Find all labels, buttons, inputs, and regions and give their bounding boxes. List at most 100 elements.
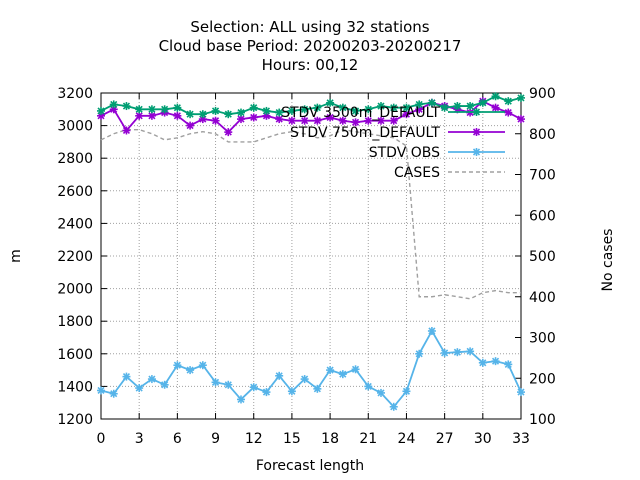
data-point-stdv-obs xyxy=(97,386,105,395)
data-point-stdv-obs xyxy=(326,366,335,375)
y-tick-label: 2600 xyxy=(57,184,93,200)
data-point-stdv-750m-default xyxy=(491,103,500,112)
data-point-stdv-3500m-default xyxy=(97,106,105,115)
data-point-stdv-3500m-default xyxy=(313,103,322,112)
data-point-stdv-3500m-default xyxy=(364,105,373,114)
data-point-stdv-obs xyxy=(122,372,131,381)
data-point-stdv-3500m-default xyxy=(427,98,436,107)
x-tick-label: 33 xyxy=(512,431,530,447)
chart-title: Selection: ALL using 32 stations Cloud b… xyxy=(159,18,462,74)
data-point-stdv-obs xyxy=(198,361,207,370)
data-point-stdv-3500m-default xyxy=(326,98,335,107)
grid-lines xyxy=(101,93,521,419)
data-point-stdv-750m-default xyxy=(517,115,525,124)
series-stdv-3500m-default xyxy=(97,92,525,119)
data-point-stdv-3500m-default xyxy=(389,103,398,112)
x-tick-label: 21 xyxy=(359,431,377,447)
data-point-stdv-obs xyxy=(415,349,424,358)
series-line-stdv-3500m-default xyxy=(100,95,522,116)
legend-entry-stdv-obs: STDV OBS xyxy=(369,145,505,161)
data-point-stdv-3500m-default xyxy=(453,102,462,111)
data-point-stdv-3500m-default xyxy=(338,103,347,112)
y2-tick-label: 600 xyxy=(529,208,556,224)
data-point-stdv-750m-default xyxy=(122,126,131,135)
x-tick-label: 15 xyxy=(283,431,301,447)
data-point-stdv-3500m-default xyxy=(211,106,220,115)
data-point-stdv-3500m-default xyxy=(262,106,271,115)
data-point-stdv-obs xyxy=(466,347,475,356)
data-point-stdv-3500m-default xyxy=(237,108,245,117)
data-point-stdv-3500m-default xyxy=(351,106,360,115)
data-point-stdv-3500m-default xyxy=(224,110,233,119)
data-point-stdv-obs xyxy=(300,375,309,384)
data-point-stdv-obs xyxy=(504,360,513,369)
y-tick-label: 2400 xyxy=(57,216,93,232)
y-tick-label: 3200 xyxy=(57,86,93,102)
data-point-stdv-750m-default xyxy=(249,113,258,122)
series-stdv-obs xyxy=(97,326,525,411)
x-tick-label: 0 xyxy=(97,431,106,447)
x-tick-label: 3 xyxy=(135,431,144,447)
legend-label: CASES xyxy=(394,165,440,181)
legend-marker xyxy=(472,128,481,136)
y2-tick-label: 200 xyxy=(529,371,556,387)
data-point-stdv-obs xyxy=(135,384,144,393)
legend-label: STDV 3500m_DEFAULT xyxy=(281,105,440,121)
data-point-stdv-750m-default xyxy=(377,116,385,125)
data-point-stdv-obs xyxy=(351,365,360,374)
legend-label: STDV OBS xyxy=(369,145,440,161)
data-point-stdv-3500m-default xyxy=(402,103,411,112)
data-point-stdv-obs xyxy=(402,387,411,396)
data-point-stdv-750m-default xyxy=(224,128,233,137)
axis-ticks: 0 3 6 9 12 15 18 21 24 27 30 33 1200 1400 1600 1800 2000… xyxy=(57,86,555,447)
data-point-stdv-3500m-default xyxy=(504,97,513,106)
y2-tick-label: 700 xyxy=(529,168,556,184)
y-tick-label: 3000 xyxy=(57,119,93,135)
data-point-stdv-obs xyxy=(440,348,449,357)
legend-marker xyxy=(472,108,481,116)
x-axis-label: Forecast length xyxy=(256,458,364,474)
data-point-stdv-3500m-default xyxy=(198,110,207,119)
data-point-stdv-obs xyxy=(173,361,182,370)
y-tick-label: 2200 xyxy=(57,249,93,265)
data-point-stdv-obs xyxy=(186,366,195,375)
data-point-stdv-750m-default xyxy=(300,116,309,125)
data-point-stdv-750m-default xyxy=(504,108,513,117)
legend-label: STDV 750m_DEFAULT xyxy=(290,125,440,141)
data-point-stdv-3500m-default xyxy=(275,108,284,117)
y2-tick-label: 300 xyxy=(529,331,556,347)
data-point-stdv-obs xyxy=(427,326,436,335)
data-point-stdv-3500m-default xyxy=(466,102,475,111)
data-point-stdv-obs xyxy=(364,382,373,391)
data-point-stdv-3500m-default xyxy=(249,103,258,112)
series-line-cases xyxy=(100,128,521,300)
data-point-stdv-3500m-default xyxy=(287,106,296,115)
series-cases xyxy=(100,128,521,300)
title-line-3: Hours: 00,12 xyxy=(262,56,359,74)
data-point-stdv-750m-default xyxy=(135,111,144,120)
data-point-stdv-750m-default xyxy=(351,118,360,127)
data-point-stdv-750m-default xyxy=(389,116,398,125)
data-point-stdv-3500m-default xyxy=(300,105,309,114)
legend-entry-stdv-750m-default: STDV 750m_DEFAULT xyxy=(290,125,505,141)
data-point-stdv-750m-default xyxy=(287,116,296,125)
data-point-stdv-750m-default xyxy=(211,116,220,125)
data-point-stdv-obs xyxy=(491,357,500,366)
data-point-stdv-obs xyxy=(287,387,296,396)
y2-tick-label: 800 xyxy=(529,127,556,143)
data-point-stdv-obs xyxy=(249,383,258,392)
data-point-stdv-obs xyxy=(389,402,398,411)
data-point-stdv-obs xyxy=(313,384,322,393)
x-tick-label: 27 xyxy=(436,431,454,447)
y-tick-label: 1600 xyxy=(57,347,93,363)
data-point-stdv-3500m-default xyxy=(173,103,182,112)
data-point-stdv-obs xyxy=(517,388,525,397)
data-point-stdv-obs xyxy=(237,395,245,404)
data-point-stdv-3500m-default xyxy=(135,105,144,114)
y-tick-label: 1200 xyxy=(57,412,93,428)
data-point-stdv-3500m-default xyxy=(160,105,169,114)
y-tick-label: 2000 xyxy=(57,282,93,298)
data-point-stdv-3500m-default xyxy=(122,102,131,111)
y-axis-label: m xyxy=(8,249,24,263)
y2-axis-label: No cases xyxy=(600,229,616,292)
